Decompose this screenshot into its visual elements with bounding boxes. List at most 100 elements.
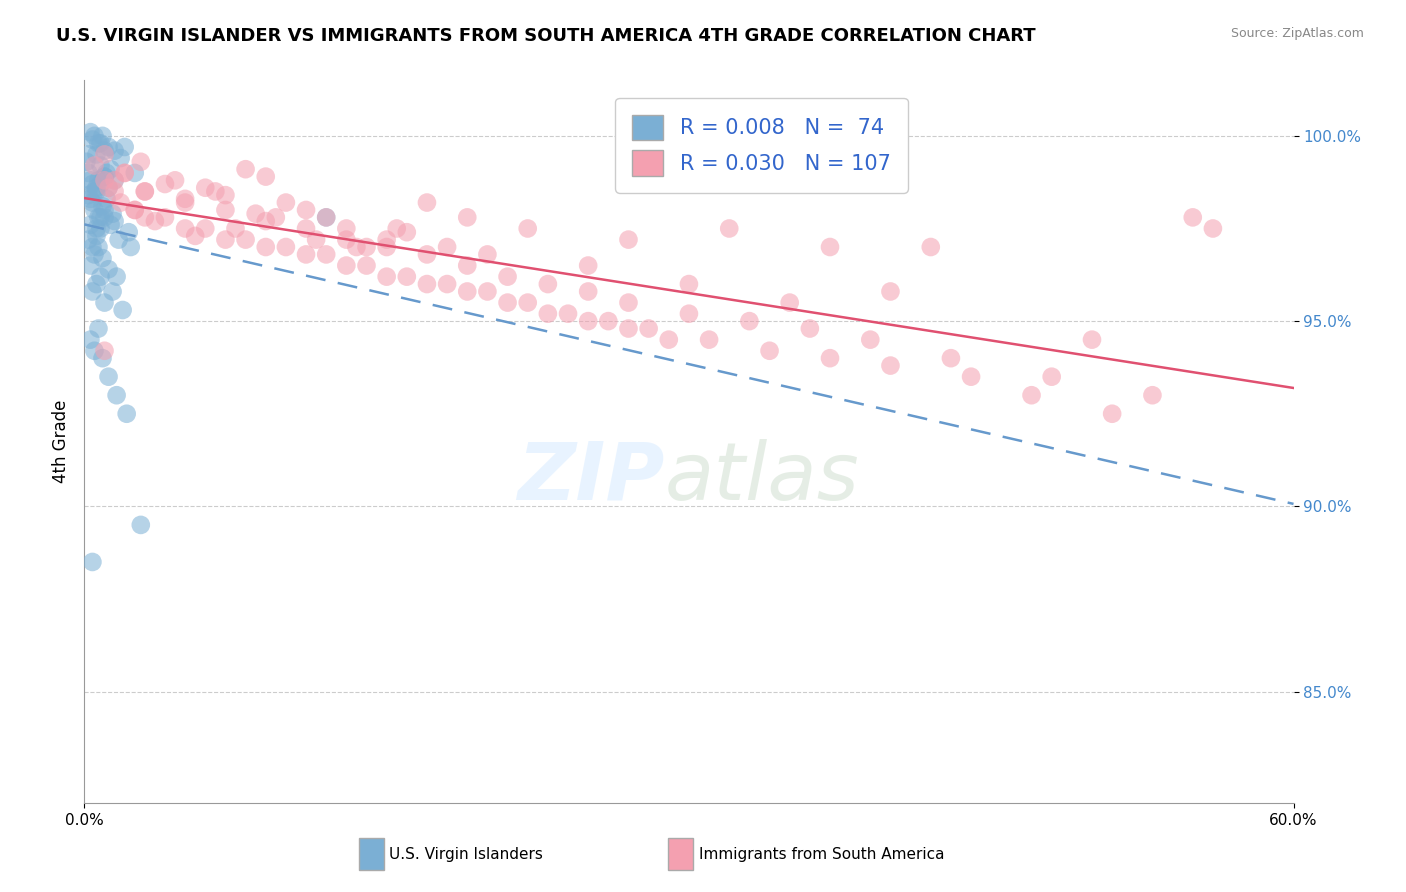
Point [134, 185, 156, 199]
Point [375, 233, 398, 247]
Point [254, 214, 277, 228]
Point [1101, 407, 1123, 421]
Point [87, 136, 110, 151]
Point [295, 202, 318, 217]
Point [153, 177, 176, 191]
Point [818, 351, 841, 366]
Point [1021, 388, 1043, 402]
Y-axis label: 4th Grade: 4th Grade [52, 400, 70, 483]
Point [920, 240, 942, 254]
Point [93, 169, 115, 184]
Point [91, 199, 114, 213]
Point [395, 269, 418, 284]
Point [385, 221, 408, 235]
Point [416, 247, 439, 261]
Point [496, 295, 519, 310]
Point [82, 177, 104, 191]
Point [79, 125, 101, 139]
Point [295, 247, 318, 261]
Point [97, 262, 120, 277]
Point [114, 140, 136, 154]
Point [184, 228, 207, 243]
Point [83, 343, 105, 358]
Point [86, 185, 108, 199]
Point [153, 211, 176, 225]
Point [678, 307, 700, 321]
Point [235, 162, 257, 177]
Point [104, 185, 127, 199]
Point [617, 321, 640, 335]
Point [83, 247, 105, 261]
Point [738, 314, 761, 328]
Point [1081, 333, 1104, 347]
Point [456, 259, 478, 273]
Text: ZIP: ZIP [517, 439, 665, 516]
Point [97, 180, 120, 194]
Point [82, 285, 104, 299]
Point [104, 144, 127, 158]
Point [617, 295, 640, 310]
Point [204, 185, 226, 199]
Point [86, 277, 108, 291]
Point [89, 269, 111, 284]
Point [576, 285, 599, 299]
Point [93, 169, 115, 184]
Point [264, 211, 287, 225]
Point [75, 154, 97, 169]
Point [375, 240, 398, 254]
Point [77, 188, 100, 202]
Point [254, 240, 277, 254]
Point [416, 277, 439, 291]
Point [456, 285, 478, 299]
Point [557, 307, 579, 321]
Point [658, 333, 681, 347]
Point [477, 285, 499, 299]
Point [436, 240, 458, 254]
Point [477, 247, 499, 261]
Point [134, 185, 156, 199]
Point [879, 285, 901, 299]
Point [120, 240, 142, 254]
Point [86, 228, 108, 243]
Point [93, 147, 115, 161]
Point [124, 202, 146, 217]
Point [101, 207, 124, 221]
Point [174, 192, 197, 206]
Point [214, 202, 236, 217]
Point [114, 166, 136, 180]
Point [174, 221, 197, 235]
Point [678, 277, 700, 291]
Point [129, 517, 152, 532]
Point [83, 202, 105, 217]
Point [104, 173, 127, 187]
Point [89, 159, 111, 173]
Point [939, 351, 962, 366]
Point [100, 218, 122, 232]
Point [89, 136, 111, 151]
Point [315, 211, 337, 225]
Point [93, 144, 115, 158]
Point [960, 369, 983, 384]
Text: atlas: atlas [665, 439, 859, 516]
Point [395, 225, 418, 239]
Point [77, 233, 100, 247]
Point [416, 195, 439, 210]
Point [335, 233, 357, 247]
Point [124, 166, 146, 180]
Text: Immigrants from South America: Immigrants from South America [699, 847, 945, 862]
Point [516, 295, 538, 310]
Point [174, 195, 197, 210]
Point [101, 285, 124, 299]
Point [79, 218, 101, 232]
Point [235, 233, 257, 247]
Point [305, 233, 328, 247]
Point [576, 314, 599, 328]
Point [79, 259, 101, 273]
Point [134, 211, 156, 225]
Point [79, 173, 101, 187]
Point [274, 240, 297, 254]
Point [225, 221, 247, 235]
Point [496, 269, 519, 284]
Point [86, 180, 108, 194]
Point [617, 233, 640, 247]
